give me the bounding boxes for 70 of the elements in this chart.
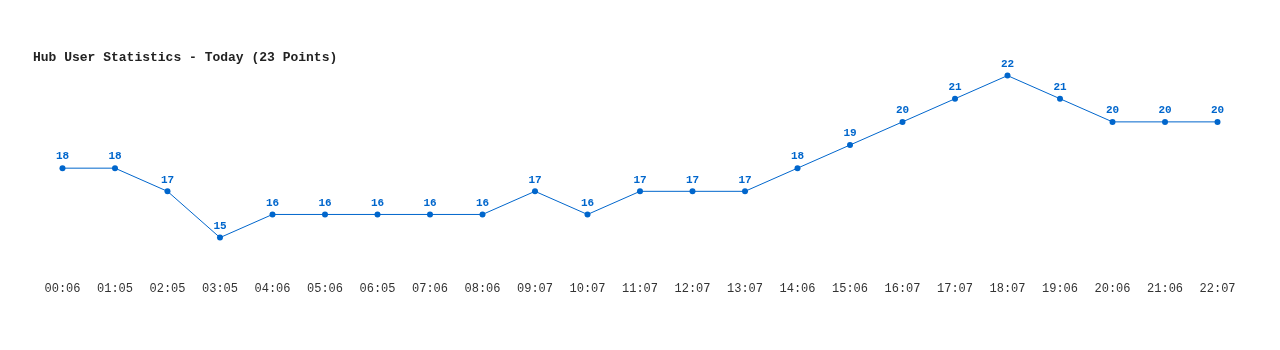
- point: [321, 211, 328, 218]
- point: [479, 211, 486, 218]
- x-tick-label: 04:06: [254, 281, 291, 296]
- data-label: 16: [423, 196, 437, 209]
- point: [1162, 118, 1169, 125]
- data-label: 20: [1105, 104, 1120, 117]
- data-label: 16: [318, 196, 332, 209]
- point: [1057, 95, 1064, 102]
- x-tick-label: 02:05: [149, 281, 186, 296]
- x-tick-label: 20:06: [1094, 281, 1131, 296]
- x-tick-label: 21:06: [1147, 281, 1184, 296]
- x-tick-label: 00:06: [44, 281, 81, 296]
- point: [1109, 118, 1116, 125]
- point: [426, 211, 433, 218]
- x-tick-label: 11:07: [621, 281, 659, 296]
- x-tick-label: 19:06: [1042, 281, 1079, 296]
- point: [269, 211, 276, 218]
- point: [59, 165, 66, 172]
- point: [847, 142, 854, 149]
- data-label: 21: [948, 81, 963, 94]
- data-label: 20: [1210, 104, 1225, 117]
- data-label: 20: [895, 104, 910, 117]
- data-label: 16: [580, 196, 595, 209]
- point: [689, 188, 696, 195]
- data-label: 17: [160, 173, 175, 186]
- data-label: 16: [475, 196, 490, 209]
- point: [742, 188, 748, 195]
- data-label: 20: [1158, 104, 1172, 117]
- x-tick-label: 08:06: [464, 281, 501, 296]
- x-tick-label: 15:06: [832, 281, 869, 296]
- point: [1214, 118, 1221, 125]
- x-tick-label: 16:07: [884, 281, 921, 296]
- point: [899, 118, 906, 125]
- chart-title: Hub User Statistics - Today (23 Points): [33, 50, 338, 66]
- x-tick-label: 03:05: [201, 281, 238, 296]
- point: [216, 234, 223, 241]
- x-tick-label: 09:07: [516, 281, 553, 296]
- data-label: 21: [1053, 81, 1068, 94]
- data-label: 18: [55, 150, 70, 163]
- point: [374, 211, 381, 218]
- point: [584, 211, 591, 218]
- point: [532, 188, 538, 195]
- x-tick-label: 05:06: [306, 281, 343, 296]
- data-label: 18: [108, 150, 122, 163]
- data-label: 17: [685, 173, 700, 186]
- x-tick-label: 22:07: [1199, 281, 1236, 296]
- x-tick-label: 01:05: [96, 281, 133, 296]
- data-label: 17: [633, 173, 647, 186]
- x-tick-label: 17:07: [937, 281, 974, 296]
- data-label: 17: [738, 173, 752, 186]
- data-label: 17: [528, 173, 542, 186]
- data-label: 22: [1000, 57, 1015, 70]
- x-tick-label: 13:07: [727, 281, 764, 296]
- x-tick-label: 18:07: [989, 281, 1026, 296]
- point: [164, 188, 171, 195]
- data-label: 19: [843, 127, 857, 140]
- point: [111, 165, 118, 172]
- x-tick-label: 10:07: [569, 281, 606, 296]
- data-label: 16: [370, 196, 385, 209]
- data-label: 18: [790, 150, 805, 163]
- data-label: 15: [213, 219, 227, 232]
- x-tick-label: 06:05: [359, 281, 396, 296]
- x-tick-label: 14:06: [779, 281, 816, 296]
- point: [637, 188, 643, 195]
- point: [794, 165, 801, 172]
- point: [1004, 72, 1011, 79]
- point: [952, 95, 959, 102]
- data-label: 16: [265, 196, 280, 209]
- x-tick-label: 07:06: [411, 281, 448, 296]
- x-tick-label: 12:07: [674, 281, 711, 296]
